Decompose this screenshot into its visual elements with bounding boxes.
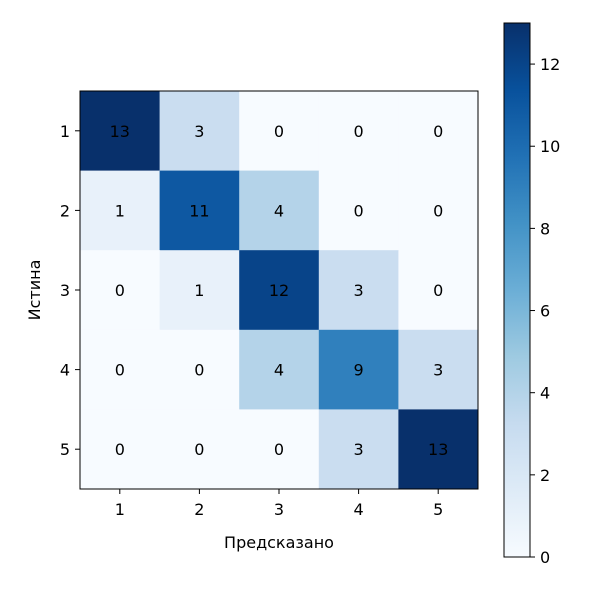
heatmap-cell (159, 170, 240, 251)
x-tick-label: 4 (354, 500, 364, 519)
y-axis-ticks: 1 2 3 4 5 (60, 122, 80, 459)
heatmap-cell (80, 409, 161, 490)
cell-value-label: 1 (115, 201, 125, 220)
heatmap-cell (398, 170, 479, 251)
heatmap-cell (80, 329, 161, 410)
heatmap-cell (239, 409, 320, 490)
heatmap-cell (239, 170, 320, 251)
heatmap-cell (398, 329, 479, 410)
heatmap-cell (159, 250, 240, 331)
colorbar-tick-label: 6 (540, 302, 550, 321)
cell-value-label: 0 (274, 122, 284, 141)
y-tick-label: 3 (60, 281, 70, 300)
heatmap-cells (80, 91, 479, 490)
cell-value-label: 0 (354, 122, 364, 141)
x-axis-label: Предсказано (224, 533, 334, 552)
heatmap-cell (159, 329, 240, 410)
y-axis-label: Истина (25, 260, 44, 321)
cell-value-label: 13 (428, 440, 448, 459)
colorbar-tick-label: 8 (540, 219, 550, 238)
y-tick-label: 4 (60, 361, 70, 380)
heatmap-cell (318, 91, 399, 172)
x-tick-label: 5 (433, 500, 443, 519)
cell-value-label: 0 (194, 361, 204, 380)
y-tick-label: 1 (60, 122, 70, 141)
y-tick-label: 5 (60, 440, 70, 459)
cell-value-label: 4 (274, 201, 284, 220)
heatmap-cell (159, 91, 240, 172)
heatmap-cell (80, 91, 161, 172)
cell-value-label: 0 (115, 281, 125, 300)
cell-value-label: 12 (269, 281, 289, 300)
heatmap-cell (318, 170, 399, 251)
colorbar-tick-label: 4 (540, 384, 550, 403)
colorbar-tick-label: 2 (540, 466, 550, 485)
cell-value-label: 13 (110, 122, 130, 141)
heatmap-cell (318, 250, 399, 331)
cell-value-label: 0 (433, 281, 443, 300)
cell-value-label: 0 (115, 361, 125, 380)
colorbar-tick-label: 0 (540, 548, 550, 567)
x-tick-label: 1 (115, 500, 125, 519)
x-axis-ticks: 1 2 3 4 5 (115, 489, 443, 519)
heatmap-cell (80, 250, 161, 331)
heatmap-cell (318, 409, 399, 490)
cell-value-label: 3 (433, 361, 443, 380)
cell-value-labels: 13 3 0 0 01 11 4 0 00 1 12 3 00 0 4 9 30 0 0 3 13 (110, 122, 449, 459)
cell-value-label: 0 (433, 201, 443, 220)
cell-value-label: 0 (354, 201, 364, 220)
cell-value-label: 1 (194, 281, 204, 300)
heatmap-cell (239, 329, 320, 410)
cell-value-label: 0 (115, 440, 125, 459)
colorbar-ticks: 0 2 4 6 8 10 12 (530, 55, 560, 567)
heatmap-cell (239, 250, 320, 331)
cell-value-label: 4 (274, 361, 284, 380)
heatmap-cell (80, 170, 161, 251)
heatmap-cell (159, 409, 240, 490)
cell-value-label: 9 (354, 361, 364, 380)
colorbar-tick-label: 10 (540, 137, 560, 156)
heatmap-cell (398, 250, 479, 331)
x-tick-label: 3 (274, 500, 284, 519)
heatmap-cell (398, 409, 479, 490)
cell-value-label: 11 (189, 201, 209, 220)
cell-value-label: 3 (354, 281, 364, 300)
heatmap-cell (318, 329, 399, 410)
heatmap-cell (239, 91, 320, 172)
cell-value-label: 3 (194, 122, 204, 141)
y-tick-label: 2 (60, 201, 70, 220)
cell-value-label: 0 (433, 122, 443, 141)
colorbar (503, 22, 531, 558)
colorbar-tick-label: 12 (540, 55, 560, 74)
cell-value-label: 0 (194, 440, 204, 459)
heatmap-cell (398, 91, 479, 172)
cell-value-label: 3 (354, 440, 364, 459)
x-tick-label: 2 (194, 500, 204, 519)
cell-value-label: 0 (274, 440, 284, 459)
